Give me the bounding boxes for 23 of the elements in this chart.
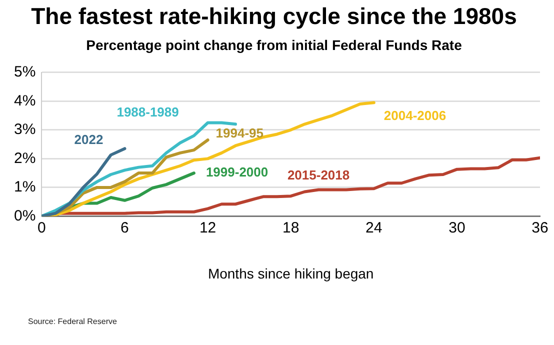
y-tick-label: 4% (14, 92, 36, 110)
y-tick-label: 1% (14, 178, 36, 196)
y-tick-label: 2% (14, 150, 36, 167)
series-label: 1994-95 (216, 126, 264, 141)
series-label: 2015-2018 (287, 167, 350, 182)
y-tick-label: 5% (14, 64, 36, 81)
x-tick-label: 18 (282, 219, 300, 236)
series-label: 2022 (74, 132, 104, 148)
chart-subtitle: Percentage point change from initial Federal Funds Rate (86, 36, 462, 53)
series-label: 1999-2000 (206, 164, 268, 180)
y-tick-label: 3% (14, 121, 36, 138)
x-tick-label: 0 (38, 219, 46, 236)
source-note: Source: Federal Reserve (28, 317, 118, 326)
series-label: 2004-2006 (384, 108, 446, 124)
x-tick-label: 12 (199, 219, 216, 236)
series-label: 1988-1989 (116, 104, 179, 120)
chart-title: The fastest rate-hiking cycle since the 1980s (31, 3, 517, 30)
y-tick-label: 0% (14, 207, 36, 224)
x-tick-label: 30 (448, 219, 466, 236)
x-tick-label: 6 (120, 219, 129, 236)
x-tick-label: 36 (532, 219, 548, 236)
x-tick-label: 24 (366, 219, 382, 236)
x-axis-title: Months since hiking began (208, 265, 374, 282)
